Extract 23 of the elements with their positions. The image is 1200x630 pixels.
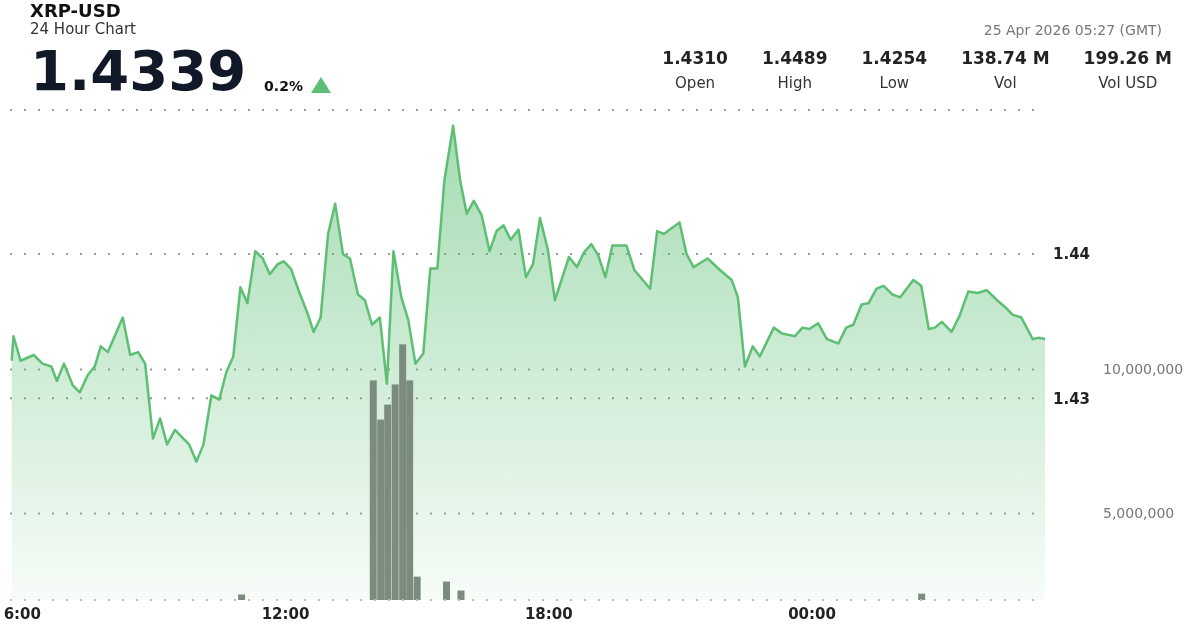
- text: High: [776, 74, 813, 92]
- text: Vol: [993, 74, 1018, 92]
- y2-tick-label: 5,000,000: [1103, 505, 1175, 522]
- text: Vol USD: [1097, 74, 1159, 92]
- text: 25 Apr 2026 05:27 (GMT): [983, 22, 1162, 38]
- x-tick-label: 00:00: [788, 604, 836, 623]
- y2-tick-label: 10,000,000: [1103, 361, 1184, 378]
- chart-title: XRP-USD: [30, 0, 122, 21]
- text: 1.4489: [761, 48, 828, 68]
- text: 1.4254: [861, 48, 928, 68]
- text: 138.74 M: [961, 48, 1050, 68]
- text: Open: [674, 74, 717, 92]
- text: 0.2%: [264, 78, 303, 94]
- y-tick-label: 1.44: [1053, 245, 1091, 264]
- x-tick-label: 6:00: [3, 604, 41, 623]
- x-tick-label: 12:00: [261, 604, 310, 623]
- text: Low: [878, 74, 911, 92]
- chart-subtitle: 24 Hour Chart: [30, 20, 137, 38]
- text: 1.4310: [662, 48, 728, 68]
- text: 1.4339: [30, 38, 247, 103]
- text: 199.26 M: [1083, 48, 1172, 68]
- y-tick-label: 1.43: [1053, 389, 1091, 408]
- x-tick-label: 18:00: [524, 604, 573, 623]
